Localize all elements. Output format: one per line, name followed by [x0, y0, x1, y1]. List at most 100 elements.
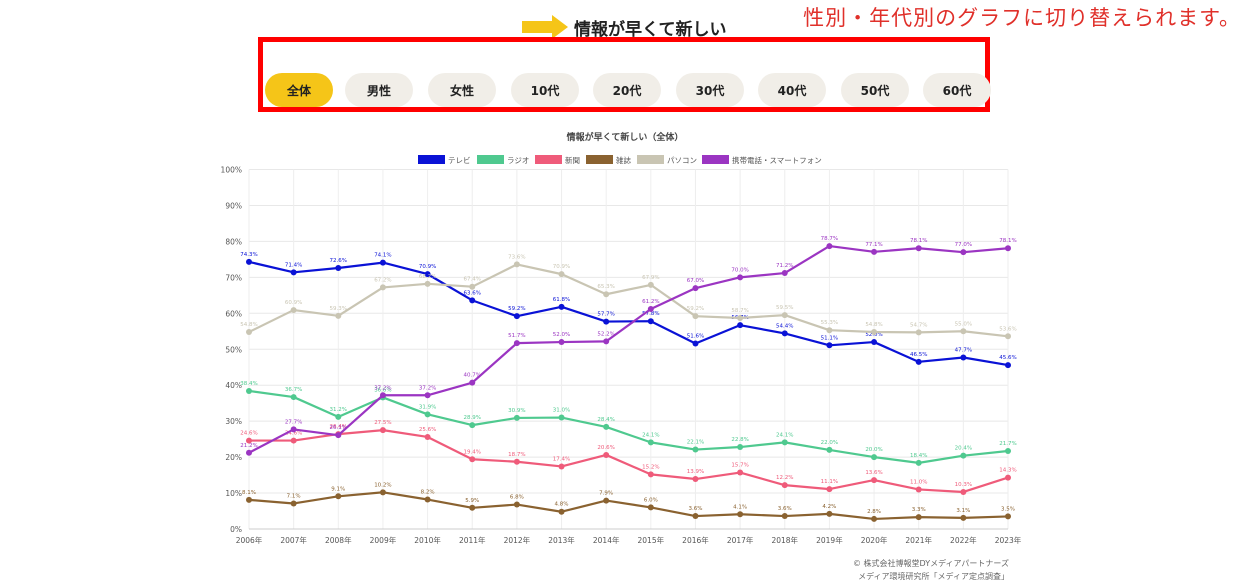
data-label: 54.7% — [910, 322, 927, 328]
data-point — [603, 497, 610, 504]
data-point — [379, 284, 386, 291]
data-label: 28.4% — [597, 417, 614, 423]
data-label: 52.0% — [553, 332, 570, 338]
data-label: 28.9% — [463, 415, 480, 421]
data-point — [826, 327, 833, 334]
data-point — [513, 261, 520, 268]
data-label: 57.8% — [642, 311, 659, 317]
y-tick-label: 20% — [225, 453, 242, 462]
data-label: 14.3% — [999, 468, 1016, 474]
data-label: 74.1% — [374, 253, 391, 259]
x-tick-label: 2014年 — [593, 535, 620, 545]
x-tick-label: 2020年 — [861, 535, 888, 545]
data-label: 11.1% — [821, 479, 838, 485]
data-point — [781, 312, 788, 319]
filter-all-button[interactable]: 全体 — [265, 73, 333, 107]
arrow-right-icon — [522, 15, 568, 39]
filter-female-button[interactable]: 女性 — [428, 73, 496, 107]
data-point — [1005, 245, 1011, 252]
series-line — [249, 429, 1009, 494]
data-point — [737, 469, 744, 476]
y-tick-label: 30% — [225, 417, 242, 426]
data-label: 20.6% — [597, 445, 614, 451]
data-label: 77.0% — [955, 242, 972, 248]
legend-label: テレビ — [448, 156, 471, 165]
data-label: 15.2% — [642, 464, 659, 470]
data-point — [603, 451, 610, 458]
data-point — [871, 477, 878, 484]
data-point — [513, 414, 520, 421]
data-label: 51.1% — [821, 335, 838, 341]
data-point — [424, 433, 431, 440]
copyright-credit: © 株式会社博報堂DYメディアパートナーズ — [852, 559, 1009, 568]
data-point — [290, 394, 297, 401]
section-header: 情報が早くて新しい — [522, 14, 727, 40]
data-label: 4.2% — [822, 504, 836, 510]
filter-20s-button[interactable]: 20代 — [593, 73, 661, 107]
data-label: 5.9% — [465, 498, 479, 504]
data-label: 72.6% — [330, 258, 347, 264]
data-point — [781, 513, 788, 520]
data-label: 70.9% — [553, 264, 570, 270]
data-label: 8.2% — [421, 490, 435, 496]
y-tick-label: 0% — [230, 525, 242, 534]
data-label: 47.7% — [955, 348, 972, 354]
data-point — [915, 459, 922, 466]
data-point — [781, 270, 788, 277]
data-label: 25.6% — [419, 427, 436, 433]
data-label: 57.7% — [597, 312, 614, 318]
data-label: 61.8% — [553, 297, 570, 303]
data-point — [647, 439, 654, 446]
legend-swatch — [418, 155, 445, 164]
data-point — [826, 342, 833, 349]
series-line — [248, 389, 1009, 464]
data-point — [379, 392, 386, 399]
data-point — [335, 312, 342, 319]
filter-male-button[interactable]: 男性 — [345, 73, 413, 107]
data-label: 10.3% — [955, 482, 972, 488]
data-point — [1005, 474, 1011, 481]
data-label: 21.2% — [240, 443, 257, 449]
filter-30s-button[interactable]: 30代 — [676, 73, 744, 107]
filter-40s-button[interactable]: 40代 — [758, 73, 826, 107]
data-point — [647, 281, 654, 288]
data-point — [1005, 513, 1011, 520]
data-point — [558, 414, 565, 421]
data-point — [826, 510, 833, 517]
data-label: 70.0% — [731, 267, 748, 273]
filter-10s-button[interactable]: 10代 — [511, 73, 579, 107]
x-tick-label: 2012年 — [504, 535, 531, 545]
data-point — [246, 496, 252, 503]
data-point — [290, 437, 297, 444]
filter-60s-button[interactable]: 60代 — [923, 73, 991, 107]
data-label: 36.6% — [374, 387, 391, 393]
data-point — [513, 313, 520, 320]
data-label: 59.5% — [776, 305, 793, 311]
data-label: 6.8% — [510, 495, 524, 501]
data-point — [379, 259, 386, 266]
filter-highlight-box: 全体 男性 女性 10代 20代 30代 40代 50代 60代 — [258, 37, 991, 112]
data-label: 36.7% — [285, 387, 302, 393]
legend-swatch — [702, 155, 729, 164]
data-label: 17.4% — [553, 456, 570, 462]
data-label: 37.2% — [419, 385, 436, 391]
data-label: 24.6% — [285, 431, 302, 437]
x-tick-label: 2007年 — [280, 535, 307, 545]
data-point — [692, 476, 699, 483]
series-line — [248, 263, 1009, 338]
filter-50s-button[interactable]: 50代 — [841, 73, 909, 107]
data-point — [960, 452, 967, 459]
legend-swatch — [586, 155, 613, 164]
x-tick-label: 2016年 — [682, 535, 709, 545]
data-label: 67.0% — [687, 278, 704, 284]
data-point — [290, 426, 297, 433]
data-point — [960, 488, 967, 495]
data-point — [781, 439, 788, 446]
data-point — [737, 314, 744, 321]
data-point — [915, 329, 922, 336]
data-label: 24.6% — [240, 431, 257, 437]
data-point — [692, 285, 699, 292]
data-point — [960, 328, 967, 335]
data-point — [513, 501, 520, 508]
data-point — [1005, 362, 1011, 369]
